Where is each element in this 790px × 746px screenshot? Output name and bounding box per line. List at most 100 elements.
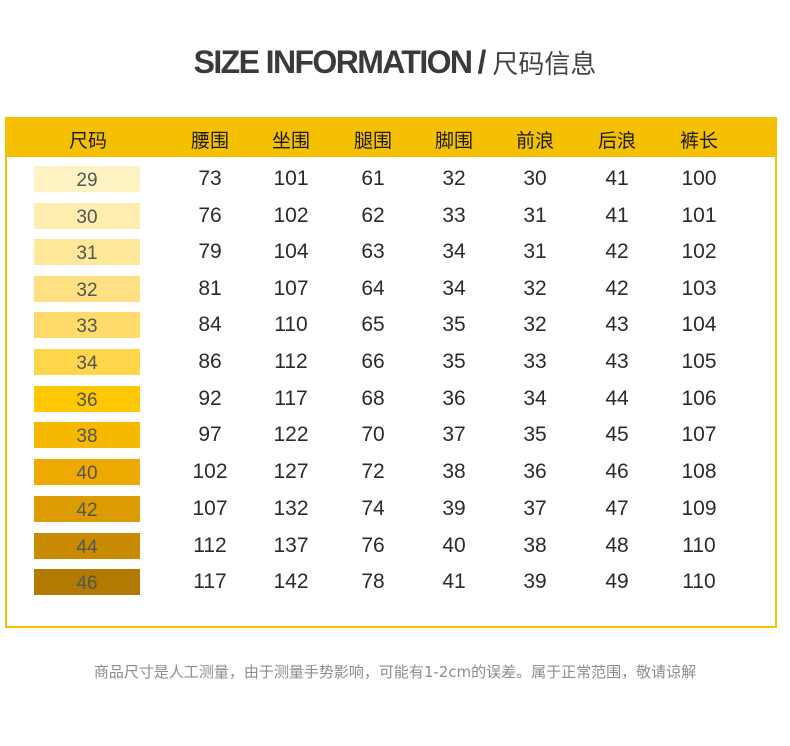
cell-back-rise: 46 — [605, 460, 629, 483]
cell-leg-opening: 38 — [442, 460, 466, 483]
cell-waist: 102 — [192, 460, 228, 483]
cell-hip: 101 — [273, 167, 309, 190]
cell-waist: 112 — [193, 534, 227, 557]
cell-leg-opening: 41 — [442, 570, 466, 593]
table-row: 32 81 107 64 34 32 42 103 — [7, 276, 775, 302]
cell-thigh: 76 — [361, 534, 385, 557]
size-swatch: 40 — [34, 459, 140, 485]
size-table: 尺码 腰围 坐围 腿围 脚围 前浪 后浪 裤长 29 73 101 61 32 30 41 100 30 76 1… — [5, 117, 777, 628]
table-row: 44 112 137 76 40 38 48 110 — [7, 533, 775, 559]
cell-waist: 76 — [198, 204, 222, 227]
cell-leg-opening: 34 — [442, 240, 466, 263]
table-row: 34 86 112 66 35 33 43 105 — [7, 349, 775, 375]
page-title: SIZE INFORMATION / 尺码信息 — [0, 40, 790, 87]
column-header-front-rise: 前浪 — [515, 130, 555, 152]
cell-waist: 81 — [198, 277, 222, 300]
cell-thigh: 65 — [361, 313, 385, 336]
cell-leg-opening: 34 — [442, 277, 466, 300]
cell-waist: 117 — [193, 570, 227, 593]
cell-leg-opening: 40 — [442, 534, 466, 557]
cell-back-rise: 41 — [605, 167, 629, 190]
cell-leg-opening: 35 — [442, 313, 466, 336]
cell-thigh: 68 — [361, 387, 385, 410]
table-row: 30 76 102 62 33 31 41 101 — [7, 203, 775, 229]
size-swatch: 46 — [34, 569, 140, 595]
cell-hip: 137 — [273, 534, 309, 557]
cell-length: 110 — [682, 570, 716, 593]
cell-hip: 110 — [274, 313, 308, 336]
cell-hip: 112 — [274, 350, 308, 373]
cell-front-rise: 35 — [523, 423, 547, 446]
cell-hip: 117 — [274, 387, 308, 410]
cell-front-rise: 31 — [523, 240, 547, 263]
cell-hip: 102 — [273, 204, 309, 227]
cell-front-rise: 36 — [523, 460, 547, 483]
cell-length: 100 — [681, 167, 717, 190]
cell-thigh: 70 — [361, 423, 385, 446]
cell-thigh: 61 — [361, 167, 385, 190]
column-header-thigh: 腿围 — [353, 130, 393, 152]
size-swatch: 30 — [34, 203, 140, 229]
cell-length: 102 — [681, 240, 717, 263]
table-row: 38 97 122 70 37 35 45 107 — [7, 422, 775, 448]
cell-thigh: 66 — [361, 350, 385, 373]
table-row: 31 79 104 63 34 31 42 102 — [7, 239, 775, 265]
cell-length: 107 — [681, 423, 717, 446]
size-swatch: 29 — [34, 166, 140, 192]
cell-back-rise: 43 — [605, 350, 629, 373]
cell-waist: 84 — [198, 313, 222, 336]
cell-back-rise: 41 — [605, 204, 629, 227]
size-swatch: 33 — [34, 312, 140, 338]
cell-front-rise: 32 — [523, 277, 547, 300]
title-chinese: 尺码信息 — [492, 50, 597, 80]
column-header-length: 裤长 — [679, 130, 719, 152]
cell-leg-opening: 33 — [442, 204, 466, 227]
table-row: 46 117 142 78 41 39 49 110 — [7, 569, 775, 595]
cell-back-rise: 49 — [605, 570, 629, 593]
cell-waist: 97 — [198, 423, 222, 446]
cell-thigh: 78 — [361, 570, 385, 593]
cell-hip: 104 — [273, 240, 309, 263]
cell-thigh: 63 — [361, 240, 385, 263]
cell-back-rise: 42 — [605, 277, 629, 300]
column-header-waist: 腰围 — [190, 130, 230, 152]
cell-leg-opening: 37 — [442, 423, 466, 446]
cell-leg-opening: 39 — [442, 497, 466, 520]
cell-thigh: 62 — [361, 204, 385, 227]
cell-back-rise: 43 — [605, 313, 629, 336]
cell-waist: 107 — [192, 497, 228, 520]
column-header-leg-opening: 脚围 — [434, 130, 474, 152]
table-row: 42 107 132 74 39 37 47 109 — [7, 496, 775, 522]
title-separator: / — [477, 44, 487, 80]
column-header-hip: 坐围 — [271, 130, 311, 152]
column-header-back-rise: 后浪 — [597, 130, 637, 152]
cell-front-rise: 32 — [523, 313, 547, 336]
table-row: 36 92 117 68 36 34 44 106 — [7, 386, 775, 412]
size-swatch: 34 — [34, 349, 140, 375]
cell-length: 110 — [682, 534, 716, 557]
size-swatch: 42 — [34, 496, 140, 522]
cell-thigh: 74 — [361, 497, 385, 520]
cell-front-rise: 38 — [523, 534, 547, 557]
cell-back-rise: 42 — [605, 240, 629, 263]
size-swatch: 32 — [34, 276, 140, 302]
cell-front-rise: 37 — [523, 497, 547, 520]
cell-length: 104 — [681, 313, 717, 336]
size-swatch: 44 — [34, 533, 140, 559]
size-swatch: 38 — [34, 422, 140, 448]
cell-hip: 127 — [273, 460, 309, 483]
column-header-size: 尺码 — [68, 130, 108, 152]
cell-back-rise: 44 — [605, 387, 629, 410]
cell-leg-opening: 32 — [442, 167, 466, 190]
cell-hip: 142 — [273, 570, 309, 593]
cell-waist: 79 — [198, 240, 222, 263]
cell-length: 103 — [681, 277, 717, 300]
cell-length: 101 — [681, 204, 717, 227]
measurement-disclaimer: 商品尺寸是人工测量，由于测量手势影响，可能有1-2cm的误差。属于正常范围，敬请… — [93, 663, 697, 681]
title-english: SIZE INFORMATION — [193, 44, 473, 80]
cell-hip: 107 — [273, 277, 309, 300]
cell-hip: 132 — [273, 497, 309, 520]
cell-hip: 122 — [273, 423, 309, 446]
cell-thigh: 72 — [361, 460, 385, 483]
size-swatch: 31 — [34, 239, 140, 265]
